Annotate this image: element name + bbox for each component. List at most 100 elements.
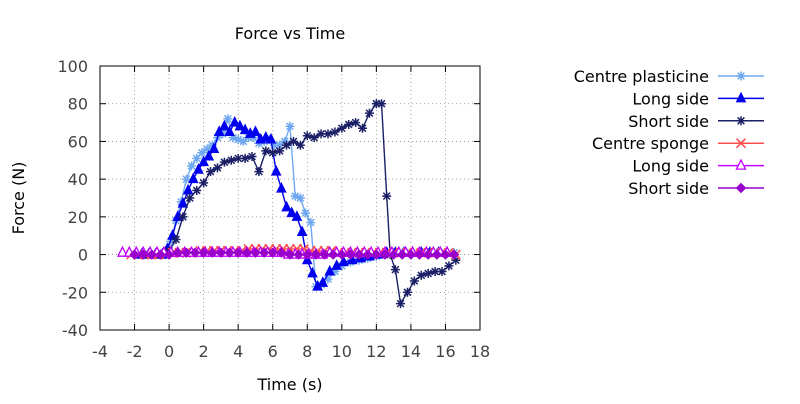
legend-label: Long side: [632, 89, 709, 108]
legend-marker: [736, 71, 746, 81]
data-point: [172, 247, 183, 258]
data-point: [219, 157, 229, 167]
legend-item: Long side: [632, 157, 764, 176]
data-point: [270, 164, 282, 176]
x-tick-label: 12: [366, 342, 386, 361]
data-point: [416, 270, 426, 280]
data-point: [282, 140, 292, 150]
data-point: [276, 181, 287, 193]
y-tick-label: 60: [68, 132, 88, 151]
data-point: [414, 249, 425, 260]
data-point: [285, 121, 295, 131]
data-point: [351, 118, 361, 128]
x-tick-label: -4: [92, 342, 108, 361]
data-point: [268, 148, 278, 158]
data-point: [187, 161, 197, 171]
data-point: [324, 264, 336, 276]
data-point: [437, 267, 447, 277]
data-point: [379, 249, 391, 260]
data-point: [181, 174, 191, 184]
data-point: [199, 178, 209, 188]
x-tick-label: -2: [127, 342, 143, 361]
data-point: [189, 247, 201, 258]
data-point: [197, 148, 207, 158]
data-point: [129, 249, 140, 260]
data-point: [317, 276, 329, 287]
data-point: [330, 127, 340, 137]
data-point: [178, 212, 188, 222]
legend-marker: [735, 138, 747, 149]
y-tick-label: 0: [78, 246, 88, 265]
data-point: [223, 114, 233, 124]
data-point: [247, 152, 257, 162]
y-tick-label: -40: [62, 321, 88, 340]
data-point: [203, 149, 215, 161]
x-tick-label: 18: [470, 342, 490, 361]
y-tick-label: 80: [68, 95, 88, 114]
legend-label: Centre plasticine: [574, 67, 709, 86]
data-point: [181, 247, 192, 258]
legend-item: Short side: [628, 112, 764, 131]
data-point: [241, 247, 253, 258]
data-point: [163, 249, 175, 260]
data-point: [265, 132, 277, 144]
data-point: [296, 225, 308, 236]
data-point: [206, 167, 216, 177]
data-point: [377, 99, 387, 109]
y-tick-label: 100: [57, 57, 88, 76]
legend-marker: [736, 116, 746, 126]
data-point: [286, 206, 298, 218]
data-point: [345, 249, 356, 260]
grid: [100, 66, 480, 330]
data-point: [353, 249, 365, 260]
series-2: [138, 99, 461, 309]
data-point: [281, 200, 292, 212]
x-tick-label: 4: [233, 342, 243, 361]
data-point: [177, 197, 189, 208]
data-point: [364, 108, 374, 118]
data-point: [182, 183, 194, 195]
data-point: [307, 266, 318, 278]
x-tick-label: 6: [268, 342, 278, 361]
data-point: [302, 131, 312, 141]
data-point: [337, 123, 347, 133]
y-tick-label: -20: [62, 283, 88, 302]
data-point: [422, 249, 434, 260]
data-point: [275, 140, 285, 150]
data-point: [137, 249, 149, 260]
legend: Centre plasticine Long side Short side Cent…: [574, 67, 764, 198]
data-point: [336, 249, 348, 260]
data-point: [362, 249, 373, 260]
data-point: [402, 287, 412, 297]
data-point: [388, 249, 399, 260]
data-point: [284, 249, 296, 260]
legend-marker: [735, 158, 747, 170]
data-point: [171, 234, 181, 244]
data-point: [254, 167, 264, 177]
data-point: [187, 172, 199, 184]
legend-label: Centre sponge: [592, 134, 709, 153]
chart-title: Force vs Time: [235, 24, 345, 43]
data-point: [338, 255, 349, 267]
data-point: [440, 249, 451, 260]
legend-item: Short side: [628, 179, 764, 198]
series-5: [129, 247, 460, 260]
data-point: [250, 247, 261, 258]
x-tick-label: 2: [199, 342, 209, 361]
data-point: [232, 247, 244, 258]
data-point: [409, 276, 419, 286]
data-point: [293, 249, 304, 260]
legend-marker: [735, 91, 747, 103]
series-line: [143, 103, 457, 305]
data-point: [193, 163, 204, 174]
data-point: [224, 125, 235, 136]
data-point: [382, 191, 392, 201]
data-point: [213, 125, 225, 136]
x-tick-label: 0: [164, 342, 174, 361]
data-point: [275, 146, 285, 156]
x-axis-label: Time (s): [256, 375, 322, 394]
data-point: [226, 155, 236, 165]
data-point: [431, 249, 443, 260]
